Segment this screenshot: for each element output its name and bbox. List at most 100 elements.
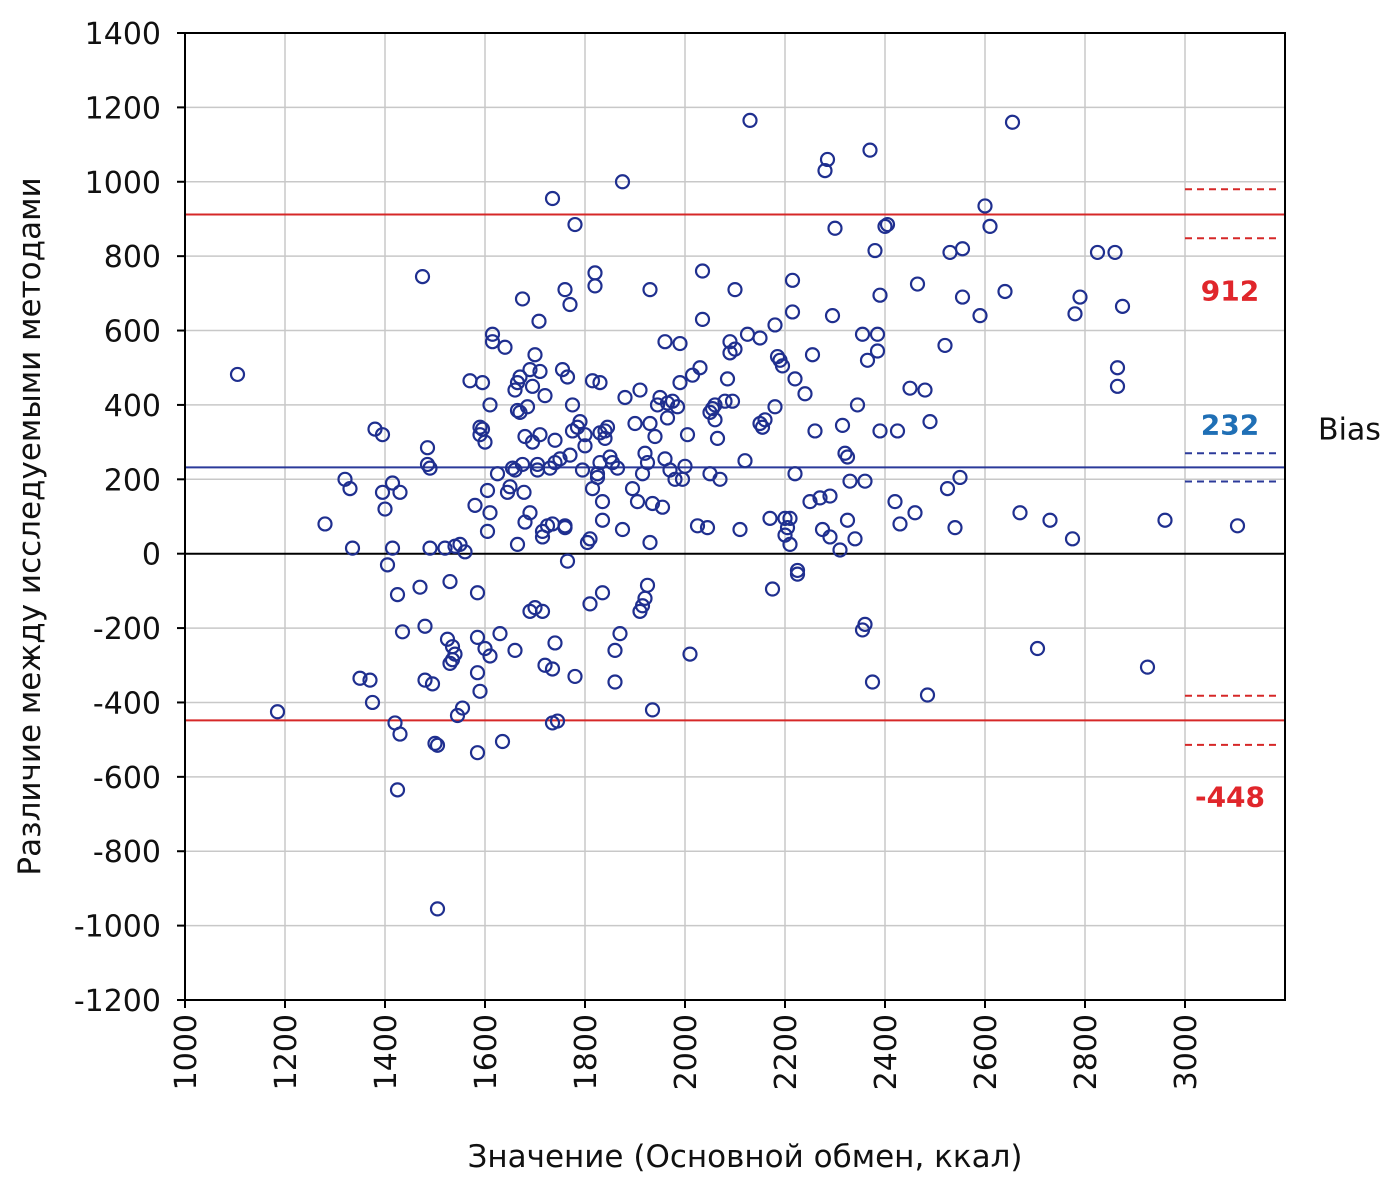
data-point	[657, 334, 673, 350]
data-point	[394, 624, 411, 640]
data-point	[694, 311, 711, 327]
data-point	[739, 326, 756, 342]
data-point	[572, 414, 588, 430]
data-point	[612, 626, 628, 642]
data-point	[1157, 512, 1173, 528]
data-point	[847, 531, 863, 547]
data-point	[492, 626, 508, 642]
data-point	[389, 782, 406, 798]
x-tick-label: 1800	[569, 1014, 604, 1090]
data-point	[827, 220, 843, 236]
data-point	[1229, 518, 1246, 534]
data-point	[384, 540, 401, 556]
lower-loa-label: -448	[1195, 780, 1265, 813]
data-point	[654, 499, 671, 515]
data-point	[417, 618, 433, 634]
y-tick-label: 0	[142, 538, 161, 573]
data-point	[457, 544, 473, 560]
y-tick-label: 600	[104, 315, 161, 350]
data-point	[917, 382, 933, 398]
data-point	[516, 484, 532, 500]
data-point	[629, 494, 646, 510]
data-point	[782, 536, 798, 552]
data-point	[822, 488, 838, 504]
data-point	[699, 520, 716, 536]
bias-value-label: 232	[1201, 408, 1259, 441]
data-point	[531, 313, 547, 329]
bias-text: Bias	[1318, 412, 1381, 447]
data-point	[549, 713, 566, 729]
data-point	[954, 289, 971, 305]
data-point	[527, 347, 543, 363]
data-point	[589, 469, 606, 486]
data-point	[454, 700, 471, 716]
data-point	[872, 287, 888, 303]
y-tick-label: -600	[93, 761, 161, 796]
data-point	[482, 505, 498, 521]
data-point	[429, 901, 446, 917]
data-point	[617, 389, 633, 406]
data-point	[779, 520, 796, 536]
data-point	[412, 579, 428, 595]
data-point	[389, 587, 406, 603]
data-point	[469, 665, 486, 681]
data-point	[342, 481, 358, 497]
data-point	[429, 737, 446, 753]
data-point	[1067, 306, 1083, 322]
data-point	[672, 335, 688, 352]
x-axis-title: Значение (Основной обмен, ккал)	[467, 1139, 1022, 1175]
data-point	[947, 520, 963, 536]
data-point	[522, 361, 538, 378]
data-point	[859, 352, 876, 368]
y-tick-label: -400	[93, 686, 161, 721]
data-point	[677, 458, 693, 474]
data-point	[229, 366, 246, 383]
data-point	[552, 451, 568, 467]
data-point	[712, 471, 728, 487]
y-tick-label: 400	[104, 389, 161, 424]
data-point	[819, 151, 836, 168]
data-point	[447, 646, 463, 662]
data-point	[909, 276, 926, 292]
data-point	[559, 369, 576, 385]
data-point	[479, 482, 496, 499]
data-point	[842, 473, 858, 489]
data-point	[624, 481, 641, 497]
data-point	[507, 642, 523, 658]
data-point	[507, 382, 523, 398]
data-point	[762, 510, 778, 526]
data-point	[504, 460, 521, 476]
data-point	[787, 466, 803, 482]
data-point	[724, 393, 741, 409]
data-point	[887, 494, 903, 510]
data-point	[594, 494, 611, 510]
data-point	[344, 540, 361, 556]
data-point	[597, 430, 613, 446]
data-point	[534, 603, 551, 619]
data-point	[1107, 244, 1123, 261]
data-point	[469, 585, 486, 601]
data-point	[414, 269, 431, 285]
data-point	[879, 216, 896, 233]
y-tick-label: -200	[93, 612, 161, 647]
x-tick-label: 2600	[969, 1014, 1004, 1090]
x-tick-label: 1000	[169, 1014, 204, 1090]
data-point	[954, 241, 971, 257]
data-point	[824, 308, 841, 324]
data-point	[789, 566, 806, 582]
data-point	[707, 397, 723, 413]
data-point	[774, 358, 791, 374]
data-point	[522, 505, 538, 521]
data-point	[609, 460, 626, 476]
data-point	[902, 380, 918, 396]
data-point	[482, 648, 498, 664]
data-point	[892, 516, 908, 532]
data-point	[784, 272, 801, 288]
y-tick-label: 800	[104, 240, 161, 275]
data-point	[1064, 531, 1081, 547]
data-point	[437, 540, 453, 556]
data-point	[834, 417, 851, 433]
data-point	[587, 265, 603, 281]
data-point	[737, 453, 753, 469]
data-point	[797, 386, 813, 402]
